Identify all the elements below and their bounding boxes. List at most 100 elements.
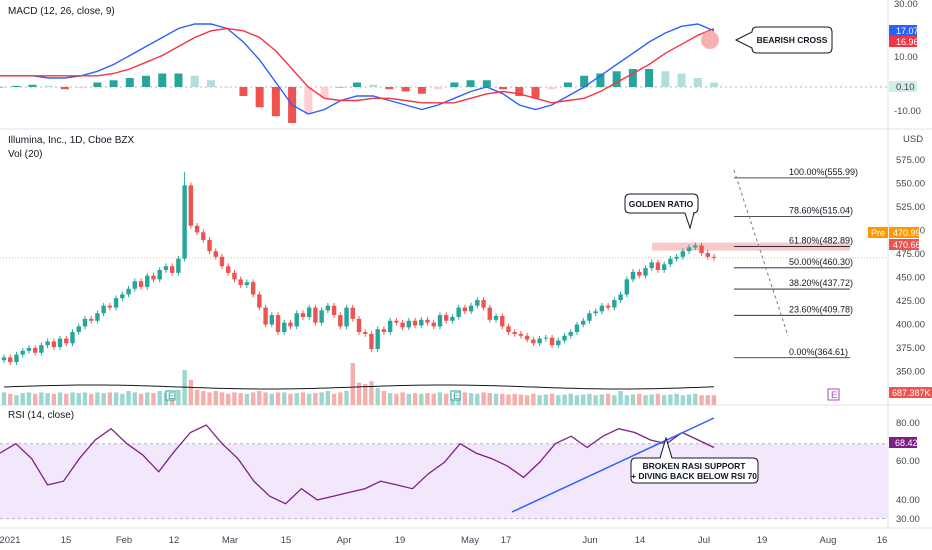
candle-body: [487, 307, 492, 320]
candle-body: [437, 315, 443, 327]
candle-body: [655, 262, 661, 270]
candle-body: [151, 275, 156, 280]
volume-bar: [406, 393, 412, 405]
candle-body: [549, 337, 555, 346]
time-axis-label: 16: [877, 535, 888, 546]
volume-bar: [120, 393, 125, 405]
candle-body: [612, 300, 617, 308]
volume-bar: [412, 393, 418, 405]
volume-bar: [568, 393, 573, 405]
macd-badge-bg: [889, 25, 917, 36]
volume-bar: [680, 395, 686, 405]
volume-bar: [176, 389, 181, 405]
bearish-cross-marker: [701, 31, 719, 49]
candle-body: [699, 245, 704, 254]
volume-bar: [394, 393, 399, 405]
fib-level-label: 61.80%(482.89): [789, 236, 853, 246]
volume-bar: [531, 393, 536, 405]
volume-bar: [630, 394, 636, 405]
volume-bar: [338, 392, 343, 405]
candle-body: [475, 300, 480, 306]
candle-body: [132, 281, 137, 289]
volume-bar: [356, 382, 362, 405]
volume-bar: [387, 393, 393, 405]
candle-body: [581, 320, 586, 325]
candle-body: [556, 340, 561, 346]
candle-body: [400, 322, 405, 328]
volume-bar: [425, 393, 430, 405]
candle-body: [201, 232, 206, 240]
volume-bar: [101, 393, 106, 405]
candle-body: [250, 282, 256, 295]
candle-body: [481, 300, 486, 308]
volume-bar: [70, 392, 75, 405]
macd-histogram-bar: [271, 87, 280, 117]
candle-body: [120, 294, 125, 299]
macd-histogram-bar: [515, 87, 524, 96]
macd-tick-10: 10.00: [894, 52, 918, 63]
candle-body: [57, 338, 63, 348]
earnings-marker-1[interactable]: [165, 390, 176, 401]
candlesticks: [1, 172, 717, 365]
volume-bar: [524, 395, 530, 405]
candle-body: [531, 339, 536, 344]
volume-bar: [207, 392, 212, 405]
candle-body: [325, 305, 331, 311]
candle-body: [275, 315, 281, 333]
volume-bar: [194, 389, 200, 405]
volume-bar: [300, 392, 306, 405]
earnings-marker-2[interactable]: [450, 390, 461, 401]
candle-body: [101, 305, 106, 314]
price-tick: 475.00: [896, 249, 925, 260]
time-axis-label: 19: [757, 535, 768, 546]
rsi-callout-line2: + DIVING BACK BELOW RSI 70: [631, 471, 757, 481]
price-tick: 375.00: [896, 343, 925, 354]
earnings-marker-upcoming[interactable]: [827, 388, 840, 401]
macd-histogram-bar: [385, 87, 394, 90]
candle-body: [39, 345, 44, 353]
volume-bar: [556, 395, 561, 405]
volume-bar: [344, 391, 349, 405]
time-axis-label: Apr: [337, 535, 352, 546]
candle-body: [493, 316, 499, 320]
volume-bar: [331, 393, 337, 405]
volume-bar: [157, 391, 162, 405]
candle-body: [8, 357, 13, 363]
volume-bar: [674, 393, 679, 405]
macd-histogram-bar: [239, 87, 248, 96]
macd-histogram-bar: [401, 87, 410, 92]
volume-bar: [113, 392, 119, 405]
candle-body: [20, 350, 25, 355]
volume-bar: [39, 392, 44, 405]
macd-title: MACD (12, 26, close, 9): [8, 6, 115, 17]
time-axis-label: Aug: [820, 535, 837, 546]
volume-bar: [51, 393, 57, 405]
volume-bar: [45, 393, 50, 405]
candle-body: [649, 262, 654, 269]
candle-body: [145, 275, 150, 287]
candle-body: [64, 338, 69, 344]
candle-body: [574, 324, 580, 333]
volume-bar: [282, 392, 287, 405]
candle-body: [213, 251, 218, 257]
candle-body: [624, 279, 630, 295]
candle-body: [313, 307, 318, 323]
last-value-bg: [889, 239, 919, 250]
candle-body: [450, 316, 455, 321]
volume-bar: [649, 394, 654, 405]
candle-body: [587, 313, 592, 321]
volume-bar: [593, 395, 598, 405]
volume-bar: [244, 393, 250, 405]
macd-histogram-bar: [60, 87, 69, 90]
volume-bar: [132, 392, 137, 405]
pre-value: 470.99: [893, 228, 921, 238]
earnings-label-upcoming: E: [831, 390, 837, 401]
fib-level-label: 23.60%(409.78): [789, 304, 853, 314]
volume-bar: [381, 391, 387, 405]
candle-body: [263, 307, 268, 325]
macd-histogram-bar: [417, 87, 426, 94]
volume-bar: [612, 395, 617, 405]
currency-label: USD: [903, 134, 923, 145]
candle-body: [599, 305, 605, 312]
volume-bar: [88, 393, 94, 405]
